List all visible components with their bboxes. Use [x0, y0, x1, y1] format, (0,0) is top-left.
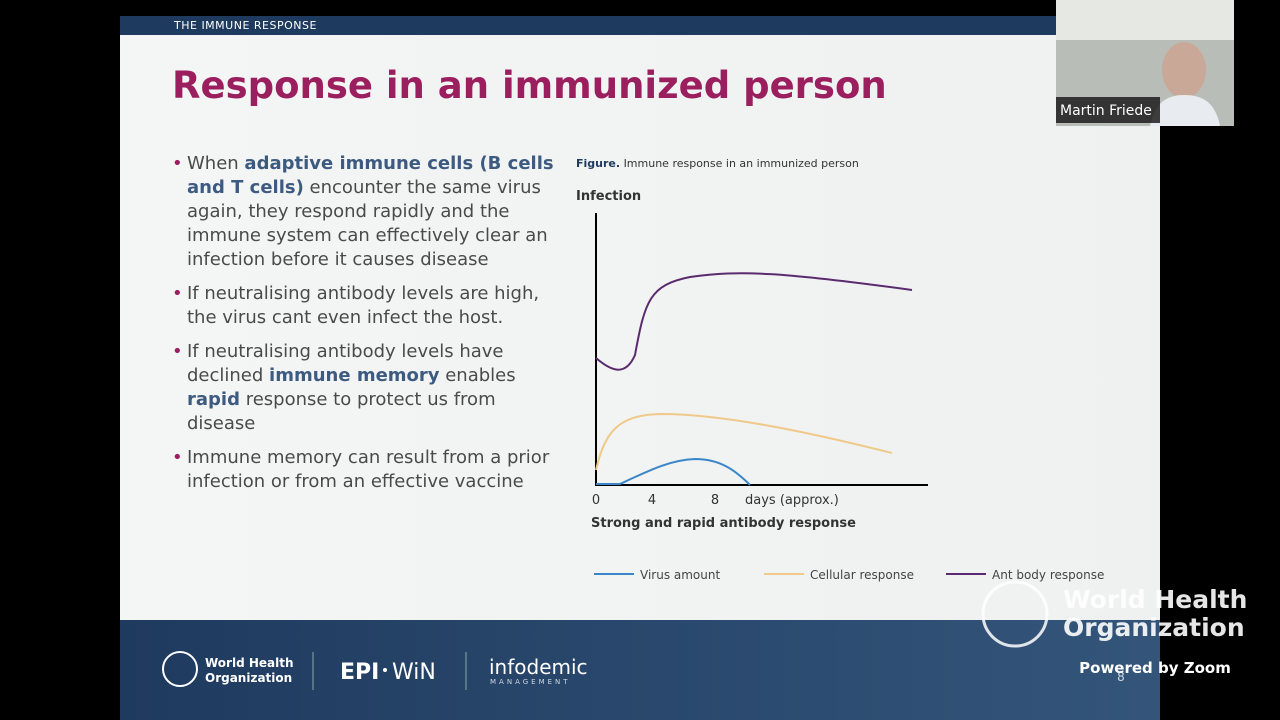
win-text: WiN	[392, 660, 436, 685]
text-run: enables	[439, 365, 516, 386]
slide: THE IMMUNE RESPONSE Response in an immun…	[120, 16, 1160, 720]
page-number: 8	[1117, 670, 1125, 684]
video-background	[1056, 0, 1234, 40]
zoom-credit: Powered by Zoom	[1079, 659, 1231, 677]
participant-body	[1150, 95, 1220, 126]
bullet: If neutralising antibody levels have dec…	[172, 340, 557, 436]
bullet: Immune memory can result from a prior in…	[172, 446, 557, 494]
antibody-curve	[595, 272, 913, 371]
watermark-emblem	[981, 580, 1049, 648]
text-run: If neutralising antibody levels have dec…	[187, 341, 504, 386]
x-label: Strong and rapid antibody response	[591, 516, 856, 531]
who-logo: World Health Organization	[162, 651, 294, 687]
who-text: World Health	[205, 656, 294, 670]
dot	[383, 668, 387, 672]
bullet-list: When adaptive immune cells (B cells and …	[172, 152, 557, 504]
bullet: If neutralising antibody levels are high…	[172, 282, 557, 330]
caption-label: Figure.	[576, 157, 620, 170]
name-label-bg	[1056, 97, 1160, 123]
legend: Virus amount Cellular response Ant body re…	[594, 568, 1104, 582]
emphasis: immune memory	[269, 365, 440, 386]
x-tick-label: 4	[648, 493, 656, 508]
legend-label: Ant body response	[992, 568, 1104, 582]
infodemic-text: infodemic	[489, 655, 588, 679]
who-text: Organization	[205, 671, 292, 685]
epi-text: EPI	[340, 660, 379, 685]
text-run: encounter the same virus again, they res…	[187, 177, 548, 270]
section-header: THE IMMUNE RESPONSE	[120, 16, 1160, 35]
x-tick-label: 0	[592, 493, 600, 508]
virus-curve	[596, 457, 751, 486]
watermark-text: Organization	[1063, 613, 1245, 642]
y-label: Infection	[576, 189, 641, 204]
bullet: When adaptive immune cells (B cells and …	[172, 152, 557, 272]
text-run: When	[187, 153, 245, 174]
text-run: response to protect us from disease	[187, 389, 496, 434]
watermark-text: World Health	[1063, 585, 1247, 614]
legend-label: Cellular response	[810, 568, 914, 582]
x-tick-label: 8	[711, 493, 719, 508]
slide-title: Response in an immunized person	[172, 64, 887, 107]
emphasis: adaptive immune cells (B cells and T cel…	[187, 153, 554, 198]
text-run: If neutralising antibody levels are high…	[187, 283, 540, 328]
text-run: Immune memory can result from a prior in…	[187, 447, 550, 492]
participant-face	[1162, 42, 1206, 98]
figure-caption: Figure. Immune response in an immunized …	[576, 157, 859, 170]
x-unit: days (approx.)	[745, 493, 839, 508]
cellular-curve	[595, 412, 893, 471]
legend-label: Virus amount	[640, 568, 720, 582]
participant-name: Martin Friede	[1060, 103, 1152, 119]
caption-text: Immune response in an immunized person	[624, 157, 859, 170]
emphasis: rapid	[187, 389, 240, 410]
who-emblem	[162, 651, 198, 687]
footer	[120, 620, 1160, 720]
management-text: MANAGEMENT	[490, 678, 571, 686]
